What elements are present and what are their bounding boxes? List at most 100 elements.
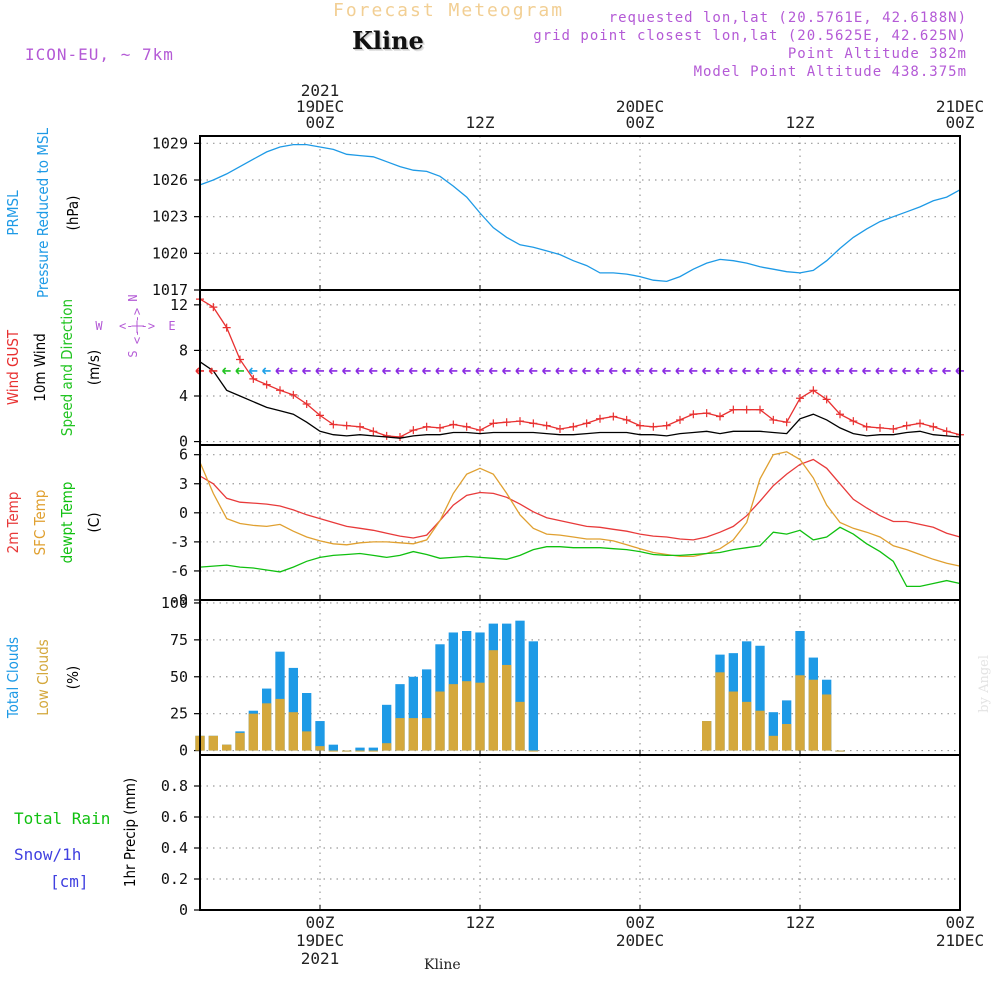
clouds-total-bar <box>755 645 765 751</box>
clouds-low-bar <box>822 694 832 751</box>
wind-gust-point <box>809 386 818 395</box>
wind-ytick-label: 0 <box>179 433 188 451</box>
clouds-low-bar <box>355 750 365 752</box>
clouds-low-bar <box>315 746 325 751</box>
wind-barb <box>262 367 271 375</box>
clouds-low-bar <box>768 735 778 751</box>
pressure-ytick-label: 1029 <box>152 134 188 152</box>
precip-panel-frame <box>199 754 961 911</box>
wind-barb <box>422 367 431 375</box>
clouds-low-bar <box>835 750 845 752</box>
compass-north: N <box>126 294 140 301</box>
wind-barb <box>675 367 684 375</box>
requested-coordinates: requested lon,lat (20.5761E, 42.6188N) <box>608 10 967 26</box>
wind-ytick-label: 12 <box>170 296 188 314</box>
clouds-low-bar <box>515 701 525 751</box>
wind-barb <box>555 367 564 375</box>
wind-barb <box>808 367 818 375</box>
wind-gust-point <box>569 422 578 431</box>
clouds-low-bar <box>795 675 805 751</box>
temperature-ytick-label: -3 <box>170 533 188 551</box>
clouds-total-bar <box>742 641 752 751</box>
wind-barb <box>475 367 484 375</box>
top-time-label: 00Z <box>626 113 655 132</box>
wind-barb <box>875 367 884 375</box>
clouds-low-bar <box>382 743 392 751</box>
wind-barb <box>928 367 938 375</box>
product-title: Forecast Meteogram <box>333 0 565 21</box>
clouds-total-bar <box>382 704 392 751</box>
clouds-low-bar <box>488 650 498 751</box>
wind-barb <box>822 367 831 375</box>
wind-barb <box>755 367 764 375</box>
wind-barb <box>395 367 404 375</box>
wind-gust-point <box>356 422 364 431</box>
clouds-low-bar <box>208 735 218 751</box>
clouds-axis-label: (%) <box>64 666 82 689</box>
wind-ytick-label: 4 <box>179 387 188 405</box>
wind-barb <box>782 367 791 375</box>
wind-barb <box>648 367 658 375</box>
temperature-axis-label: (C) <box>85 513 103 533</box>
wind-barb <box>582 367 591 375</box>
wind-barb <box>248 367 258 375</box>
wind-axis-label: Wind GUST <box>4 329 22 405</box>
top-time-label: 20DEC <box>616 97 664 116</box>
wind-barb <box>355 367 364 375</box>
clouds-low-bar <box>782 724 792 751</box>
clouds-low-bar <box>502 664 512 751</box>
clouds-low-bar <box>222 744 232 751</box>
wind-gust-point <box>542 421 551 430</box>
wind-gust-point <box>329 420 338 429</box>
wind-gust-point <box>942 427 951 436</box>
wind-gust-point <box>529 419 538 428</box>
temperature-ytick-label: -6 <box>170 562 188 580</box>
temperature-panel-frame <box>199 444 961 601</box>
clouds-low-bar <box>395 718 405 751</box>
wind-barb <box>795 367 804 375</box>
wind-barb <box>328 367 338 375</box>
top-time-label: 12Z <box>466 113 495 132</box>
wind-barb <box>235 367 244 375</box>
clouds-low-bar <box>288 712 298 751</box>
top-time-label: 2021 <box>301 81 340 100</box>
wind-gust-point <box>342 421 351 430</box>
wind-gust-point <box>249 374 258 383</box>
pressure-axis-label: PRMSL <box>4 190 22 236</box>
clouds-low-bar <box>702 721 712 751</box>
wind-gust-point <box>302 399 311 408</box>
wind-gust-point <box>596 414 604 423</box>
wind-gust-point <box>769 415 778 424</box>
wind-barb <box>568 367 578 375</box>
temperature-axis-label: SFC Temp <box>31 490 49 556</box>
wind-gust-point <box>849 417 858 426</box>
temperature-sfc-line <box>199 451 961 567</box>
precip-ytick-label: 0.8 <box>161 777 188 795</box>
bottom-time-label: 00Z <box>626 913 655 932</box>
wind-gust-point <box>876 423 884 432</box>
pressure-panel-frame <box>199 135 961 291</box>
clouds-low-bar <box>755 710 765 751</box>
wind-ytick-label: 8 <box>179 341 188 359</box>
temperature-ytick-label: 6 <box>179 446 188 464</box>
precip-legend-label: [cm] <box>50 872 89 891</box>
wind-gust-point <box>902 421 911 430</box>
wind-gust-point <box>276 386 284 395</box>
wind-gust-point <box>636 421 644 430</box>
wind-gust-point <box>916 419 924 428</box>
bottom-time-label: 00Z <box>946 913 975 932</box>
clouds-total-bar <box>408 676 418 751</box>
bottom-time-label: 20DEC <box>616 931 664 950</box>
precip-ytick-label: 0.2 <box>161 870 188 888</box>
temperature-axis-label: dewpt Temp <box>58 482 76 564</box>
wind-barb <box>715 367 724 375</box>
temperature-axis-label: 2m Temp <box>4 492 22 554</box>
clouds-axis-label: Low Clouds <box>34 639 52 715</box>
wind-gust-point <box>889 425 898 434</box>
clouds-low-bar <box>728 691 738 751</box>
wind-gust-point <box>929 422 938 431</box>
clouds-total-bar <box>328 744 338 751</box>
clouds-total-bar <box>528 641 538 751</box>
wind-gust-point <box>462 422 471 431</box>
